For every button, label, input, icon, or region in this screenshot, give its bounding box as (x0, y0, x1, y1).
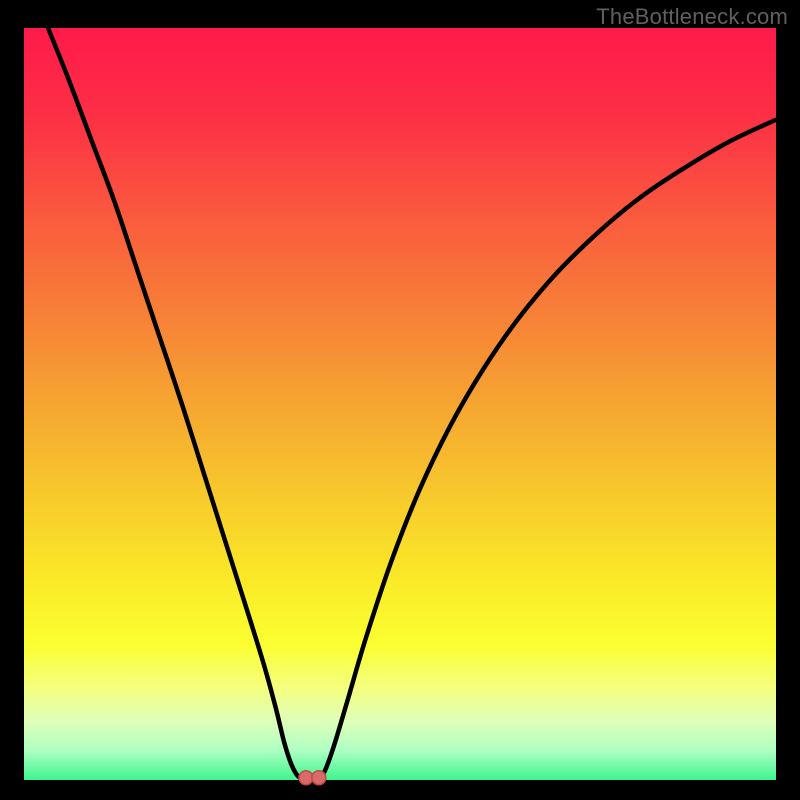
marker-point-1 (312, 771, 326, 785)
chart-container: TheBottleneck.com (0, 0, 800, 800)
marker-point-0 (299, 771, 313, 785)
chart-background (24, 28, 776, 780)
watermark-text: TheBottleneck.com (596, 4, 788, 30)
bottleneck-chart (0, 0, 800, 800)
